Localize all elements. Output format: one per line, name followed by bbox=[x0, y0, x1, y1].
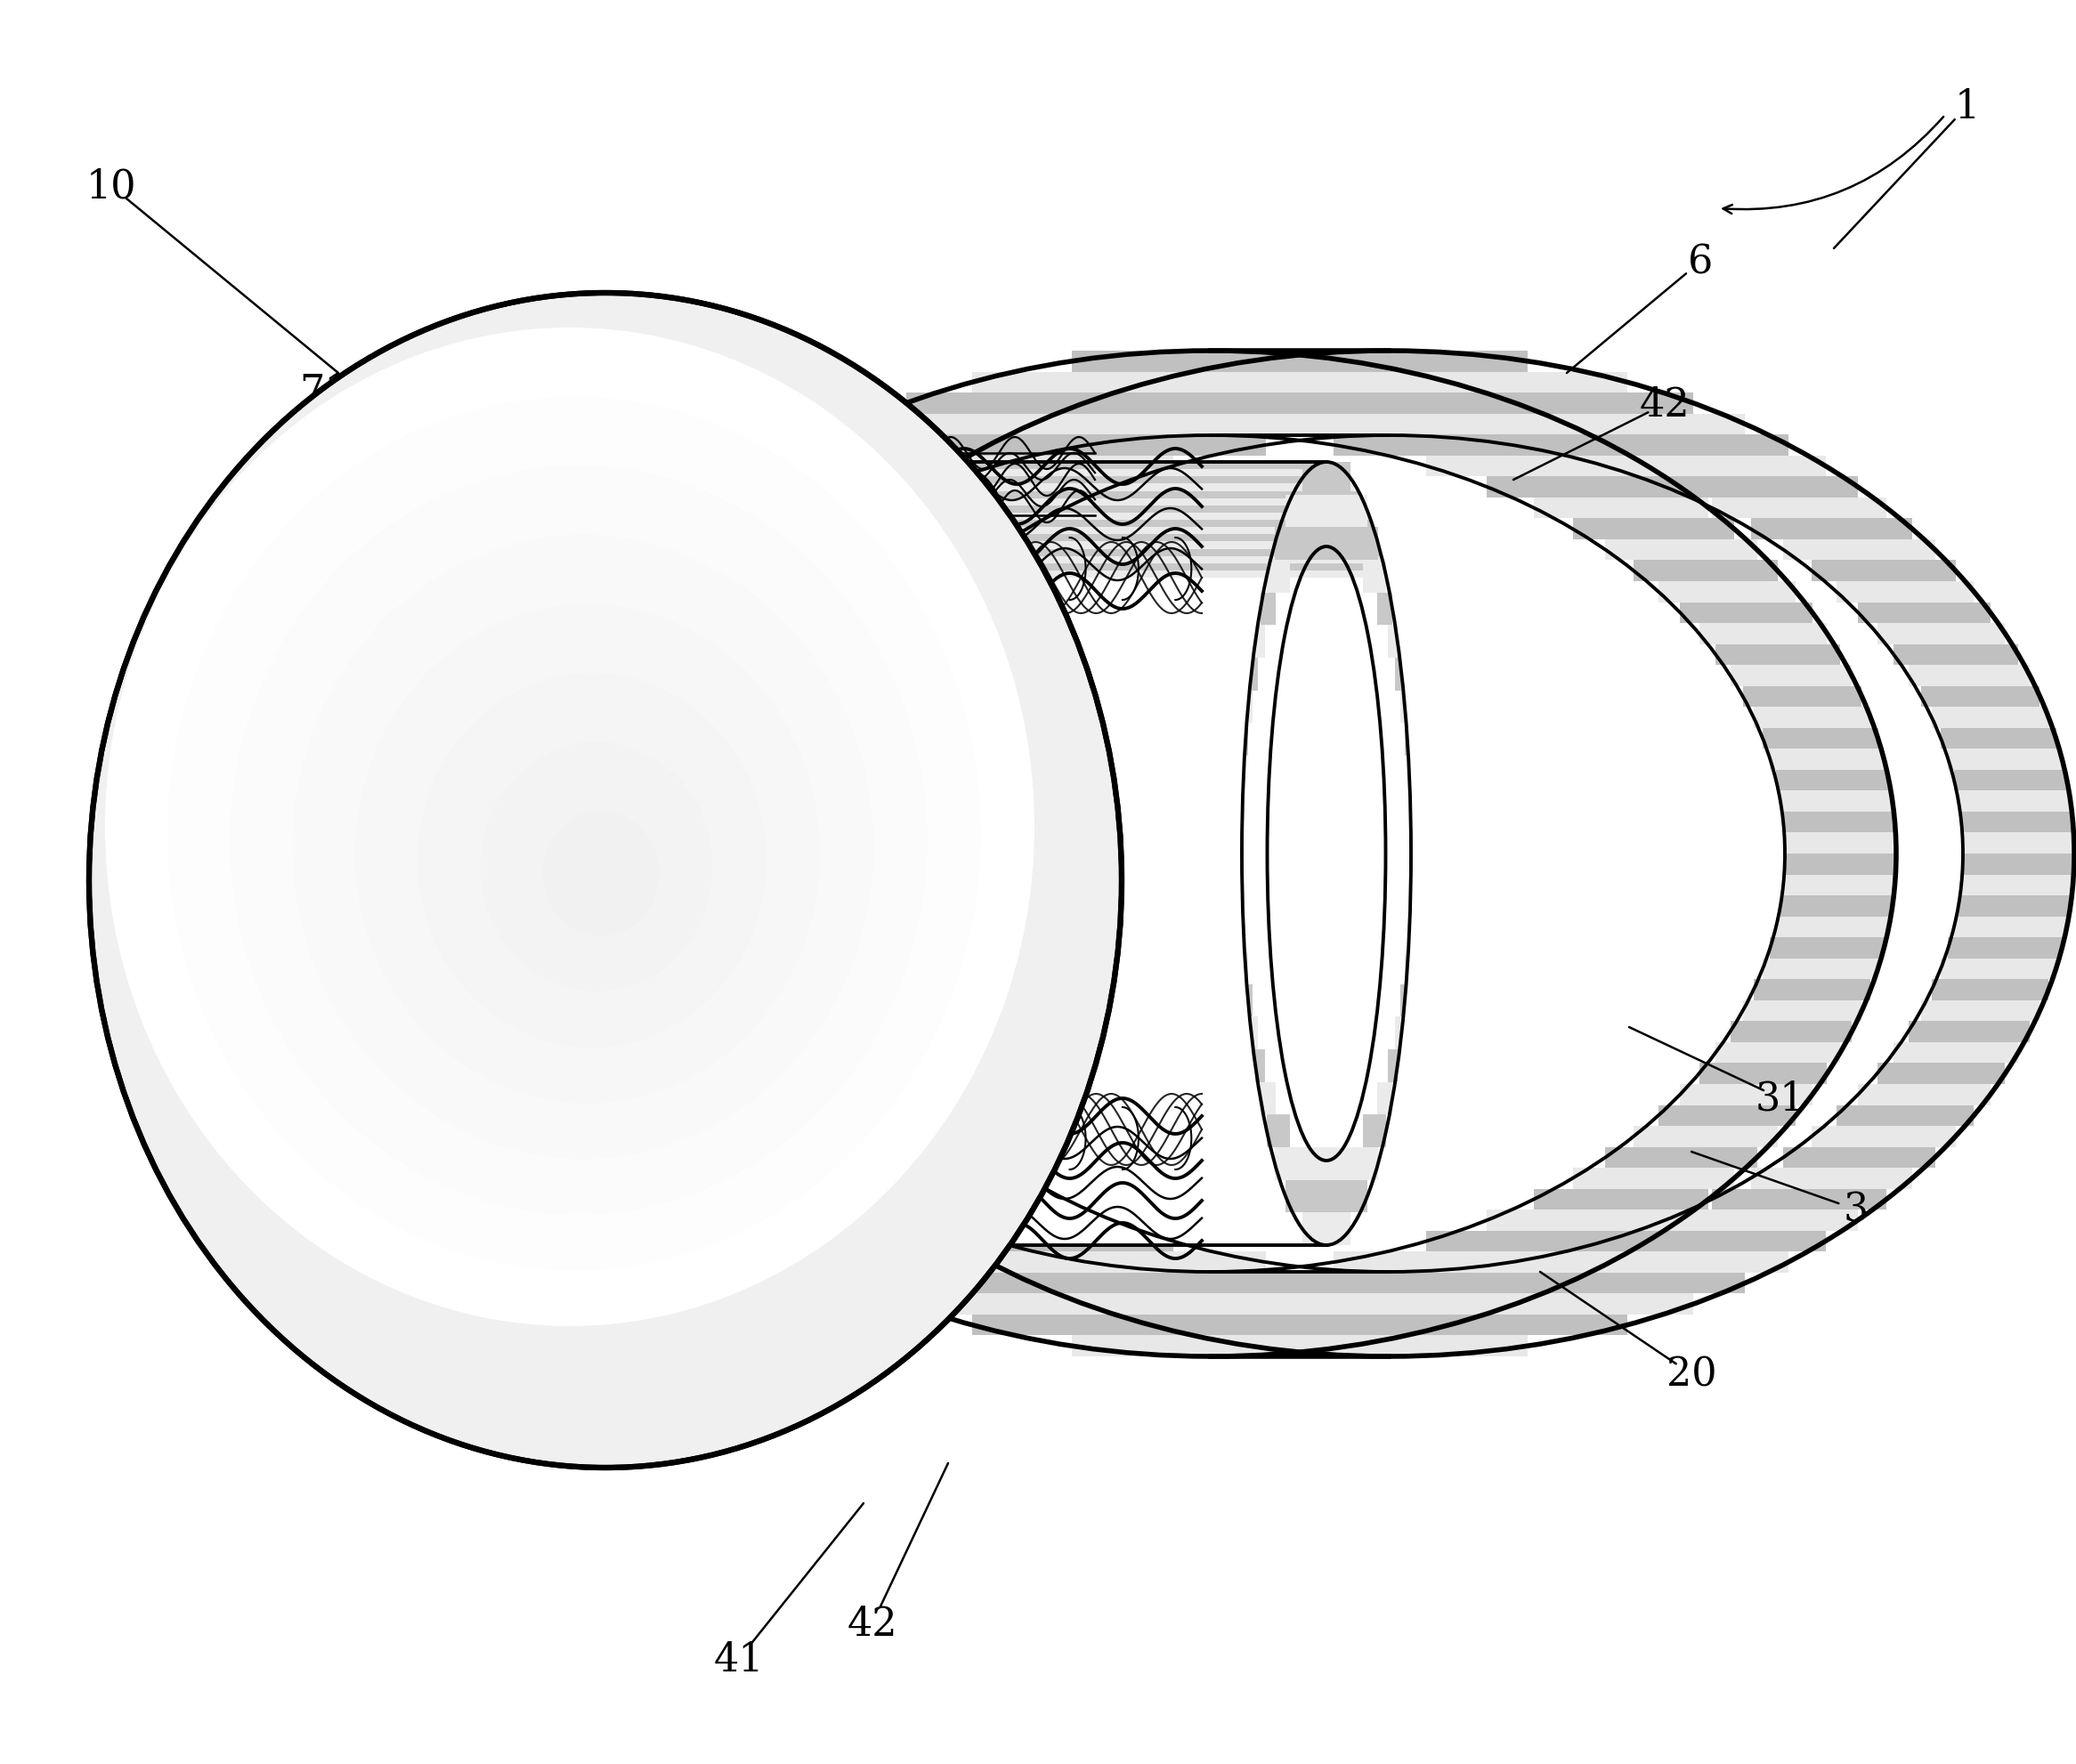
Text: 42: 42 bbox=[1640, 386, 1690, 423]
Ellipse shape bbox=[230, 466, 928, 1215]
Text: 6: 6 bbox=[1688, 243, 1713, 282]
Ellipse shape bbox=[542, 811, 658, 937]
Text: 5: 5 bbox=[100, 729, 125, 766]
Text: 1: 1 bbox=[1956, 88, 1981, 125]
Text: 3: 3 bbox=[1843, 1191, 1868, 1230]
Text: 71: 71 bbox=[299, 372, 351, 411]
Ellipse shape bbox=[417, 674, 766, 1048]
Polygon shape bbox=[774, 462, 1327, 1245]
Text: 10: 10 bbox=[85, 168, 137, 206]
Ellipse shape bbox=[168, 397, 980, 1270]
Text: 31: 31 bbox=[1756, 1080, 1806, 1118]
Ellipse shape bbox=[106, 328, 1034, 1327]
Ellipse shape bbox=[355, 605, 820, 1104]
Text: 70: 70 bbox=[233, 621, 284, 660]
Text: 42: 42 bbox=[847, 1603, 897, 1642]
Ellipse shape bbox=[480, 743, 712, 991]
Ellipse shape bbox=[89, 293, 1121, 1468]
Text: 41: 41 bbox=[714, 1641, 764, 1678]
Text: 20: 20 bbox=[1667, 1355, 1717, 1394]
Ellipse shape bbox=[293, 536, 874, 1159]
